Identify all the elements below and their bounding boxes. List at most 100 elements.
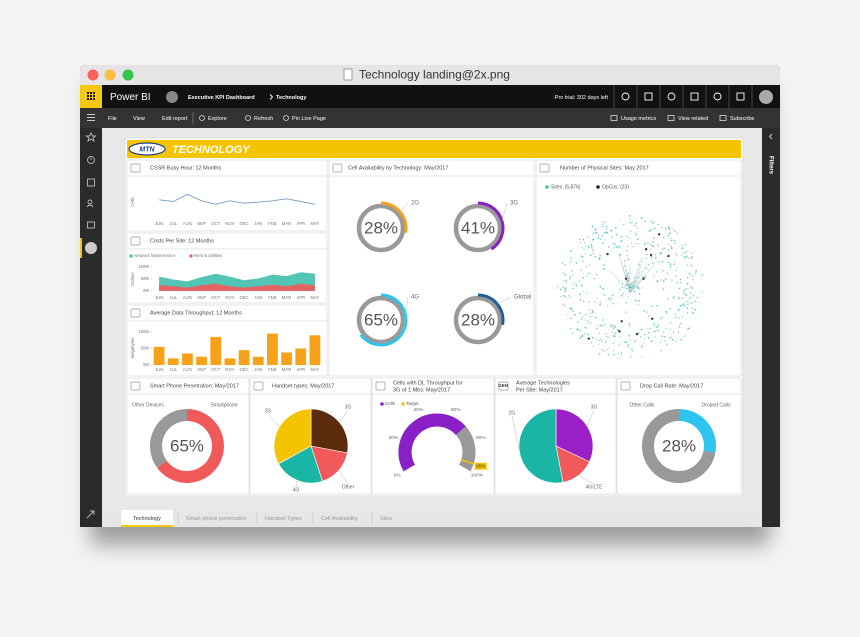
- node: [572, 287, 575, 290]
- node: [634, 225, 636, 227]
- page-tabs: [102, 510, 762, 527]
- toolbar-button[interactable]: Pin Live Page: [292, 116, 326, 122]
- node-link: [629, 277, 643, 294]
- close-button[interactable]: [87, 69, 99, 81]
- node: [598, 352, 601, 355]
- toolbar-button[interactable]: Explore: [208, 116, 227, 122]
- toolbar-button[interactable]: Refresh: [254, 116, 273, 122]
- node: [677, 232, 679, 235]
- legend-value: (5,876): [565, 184, 581, 190]
- node: [562, 303, 564, 305]
- node: [669, 263, 672, 266]
- y-axis-label: Megabytes: [130, 337, 135, 358]
- active-tab[interactable]: [121, 510, 173, 527]
- appbar-icon[interactable]: [644, 92, 653, 101]
- node: [619, 246, 621, 248]
- node: [681, 297, 684, 299]
- node: [615, 233, 618, 236]
- node: [680, 254, 683, 257]
- node: [695, 272, 697, 274]
- node: [604, 341, 607, 343]
- node: [645, 267, 648, 269]
- donut-center-label: 41%: [461, 218, 495, 237]
- minimize-button[interactable]: [104, 69, 116, 81]
- node: [561, 262, 564, 264]
- node: [579, 241, 582, 244]
- panel-title: Smart Phone Penetration: May/2017: [150, 383, 239, 389]
- filters-pane[interactable]: [762, 128, 780, 527]
- node: [691, 287, 694, 290]
- panel: [328, 159, 535, 377]
- node: [585, 245, 587, 247]
- page-tab[interactable]: Smart phone penetration: [186, 516, 247, 522]
- toolbar-button[interactable]: Subscribe: [730, 116, 754, 122]
- node: [557, 285, 559, 287]
- node: [568, 295, 570, 297]
- node: [612, 331, 614, 333]
- node: [667, 261, 670, 264]
- node: [629, 230, 632, 232]
- node: [593, 278, 595, 280]
- y-axis-label: Dollars: [130, 272, 135, 285]
- page-tab[interactable]: Sites: [380, 516, 392, 522]
- nav-icons[interactable]: [85, 131, 97, 519]
- node: [625, 280, 627, 282]
- node: [666, 273, 669, 275]
- toolbar-button[interactable]: View related: [678, 116, 708, 122]
- node: [701, 291, 703, 293]
- filters-chevron[interactable]: [768, 133, 773, 140]
- node: [569, 250, 572, 252]
- node: [683, 252, 685, 254]
- node: [564, 290, 566, 292]
- nav-profile[interactable]: [85, 242, 97, 254]
- appbar-icon[interactable]: [736, 92, 745, 101]
- toolbar-button[interactable]: File: [108, 116, 117, 122]
- menu-icon[interactable]: [87, 114, 95, 121]
- x-tick-label: JUN: [155, 221, 163, 226]
- breadcrumb-item[interactable]: Executive KPI Dashboard: [188, 95, 255, 101]
- slice-label: 4G: [293, 487, 300, 493]
- node: [562, 272, 564, 274]
- toolbar-button[interactable]: View: [133, 116, 145, 122]
- node: [656, 326, 659, 329]
- user-avatar[interactable]: [759, 90, 773, 104]
- page-tab[interactable]: Technology: [133, 516, 161, 522]
- node: [626, 255, 629, 257]
- toolbar-button[interactable]: Usage metrics: [621, 116, 656, 122]
- node: [603, 221, 606, 224]
- node: [675, 269, 677, 271]
- breadcrumb-item[interactable]: Technology: [276, 95, 307, 101]
- appbar-icon[interactable]: [713, 92, 722, 101]
- page-tab[interactable]: Cell Availability: [321, 516, 358, 522]
- toolbar-button[interactable]: Edit report: [162, 116, 188, 122]
- node: [681, 247, 684, 250]
- appbar-icon[interactable]: [621, 92, 630, 101]
- node: [618, 254, 620, 256]
- node: [623, 260, 626, 262]
- appbar-icon[interactable]: [690, 92, 699, 101]
- node: [684, 288, 686, 291]
- node: [642, 342, 645, 344]
- node: [627, 345, 630, 348]
- node: [617, 357, 619, 359]
- appbar-icon[interactable]: [667, 92, 676, 101]
- donut-slice: [157, 409, 224, 483]
- node: [602, 242, 604, 244]
- node: [619, 335, 621, 337]
- legend-swatch: [401, 402, 405, 406]
- x-tick-label: AUG: [183, 295, 193, 300]
- node: [612, 342, 614, 344]
- node: [661, 248, 664, 251]
- panel-title: Per Site: May/2017: [516, 387, 563, 393]
- node: [580, 318, 583, 321]
- node: [582, 300, 585, 303]
- node: [653, 330, 656, 333]
- node: [701, 273, 704, 276]
- node: [654, 257, 657, 259]
- node: [670, 245, 673, 248]
- zoom-button[interactable]: [122, 69, 134, 81]
- page-tab[interactable]: Handset Types: [265, 516, 302, 522]
- node: [578, 293, 581, 296]
- node: [657, 233, 661, 236]
- workspace-avatar[interactable]: [166, 91, 178, 103]
